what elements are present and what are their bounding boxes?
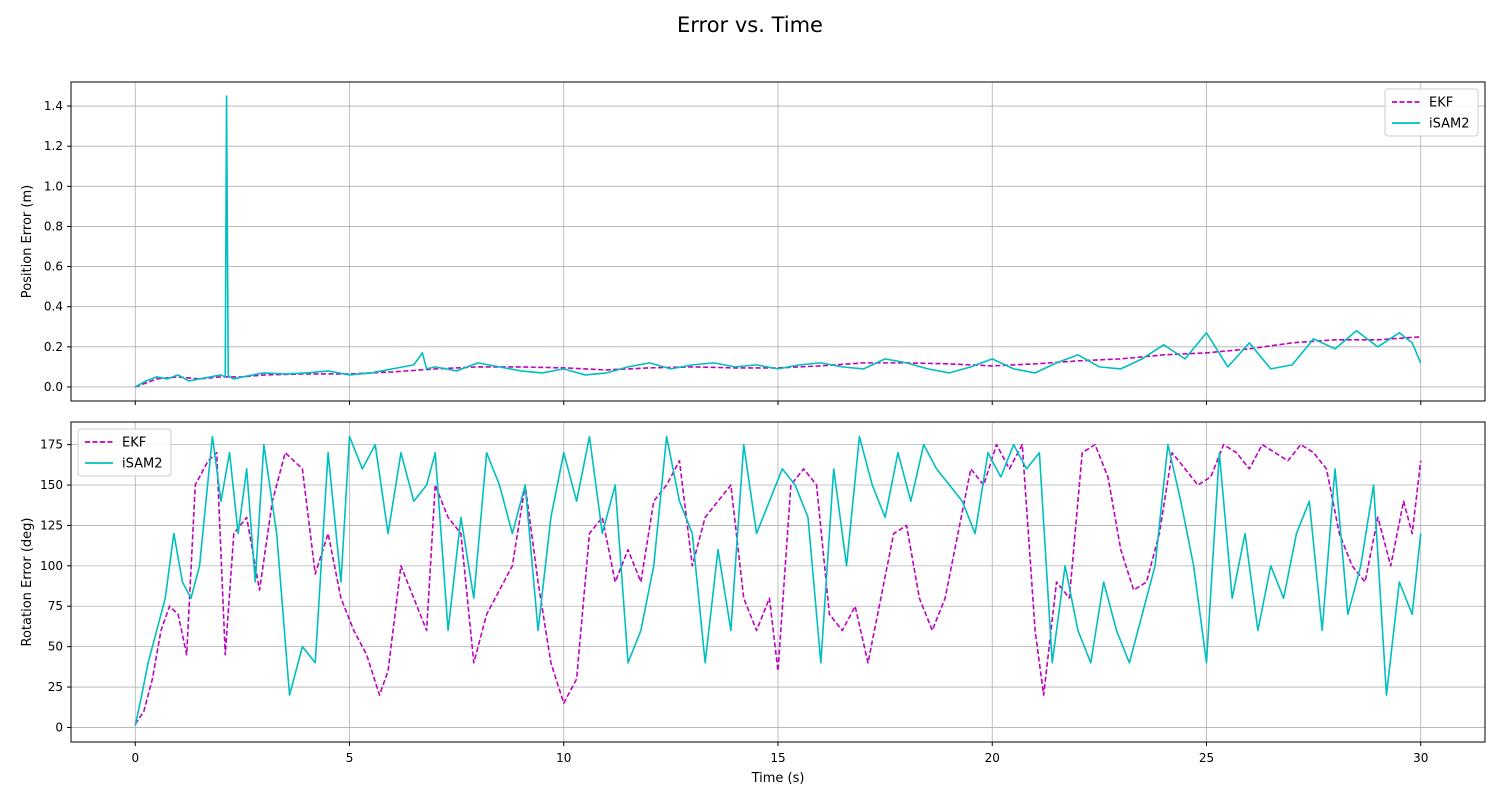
y-tick-label: 0.4	[44, 300, 63, 314]
rotation-error-panel: 0 5 10 15 20 25 30 0 25 50 75 100 125 150 175 Rotation …	[20, 421, 1486, 786]
series-line-isam2	[134, 435, 1422, 727]
legend: EKF iSAM2	[1384, 88, 1479, 137]
y-axis-label: Position Error (m)	[20, 185, 35, 298]
x-tick-label: 10	[556, 751, 571, 765]
y-tick-label: 150	[40, 478, 63, 492]
y-tick-label: 0.8	[44, 219, 63, 233]
y-tick-label: 100	[40, 559, 63, 573]
legend-box	[77, 428, 172, 477]
legend-box	[1384, 88, 1479, 137]
position-error-panel: 0.0 0.2 0.4 0.6 0.8 1.0 1.2 1.4 Position Error (…	[20, 81, 1486, 405]
legend-label-ekf: EKF	[122, 436, 146, 451]
x-tick-label: 30	[1413, 751, 1428, 765]
legend-label-isam2: iSAM2	[122, 457, 163, 472]
x-tick-label: 5	[346, 751, 354, 765]
y-tick-label: 125	[40, 518, 63, 532]
y-tick-label: 0.0	[44, 380, 63, 394]
legend: EKF iSAM2	[77, 428, 172, 477]
y-tick-label: 0.2	[44, 340, 63, 354]
figure-title: Error vs. Time	[677, 13, 823, 37]
y-tick-label: 175	[40, 438, 63, 452]
x-tick-label: 15	[770, 751, 785, 765]
legend-label-ekf: EKF	[1429, 96, 1453, 111]
y-tick-label: 1.2	[44, 139, 63, 153]
y-tick-label: 0	[55, 720, 63, 734]
y-tick-label: 1.0	[44, 179, 63, 193]
y-tick-label: 25	[48, 680, 63, 694]
x-tick-label: 20	[985, 751, 1000, 765]
y-axis-label: Rotation Error (deg)	[20, 518, 35, 647]
series-line-isam2	[134, 95, 1422, 388]
y-tick-label: 50	[48, 640, 63, 654]
legend-label-isam2: iSAM2	[1429, 117, 1470, 132]
x-tick-label: 25	[1199, 751, 1214, 765]
series-line-ekf	[134, 336, 1421, 388]
x-tick-label: 0	[131, 751, 139, 765]
y-tick-label: 0.6	[44, 260, 63, 274]
y-tick-label: 1.4	[44, 99, 63, 113]
y-tick-label: 75	[48, 599, 63, 613]
x-axis-label: Time (s)	[751, 771, 805, 786]
